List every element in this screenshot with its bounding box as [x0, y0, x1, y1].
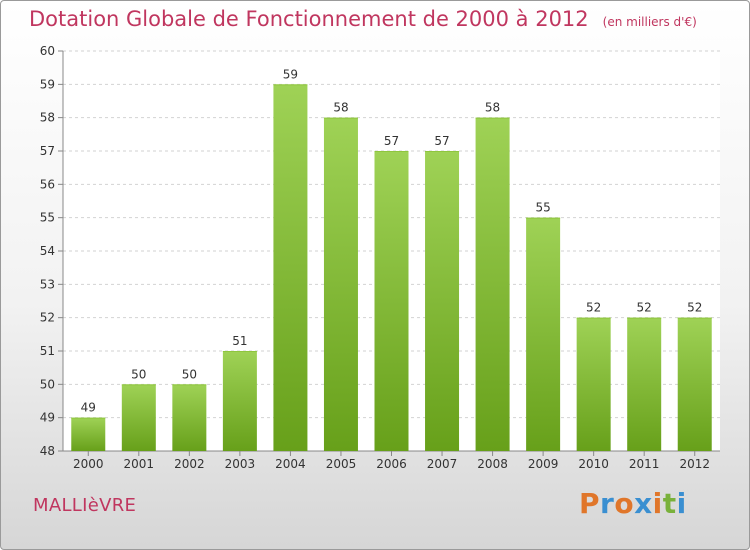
y-tick-label: 57 — [40, 144, 55, 158]
bar — [71, 417, 106, 451]
commune-name: MALLIèVRE — [33, 495, 137, 516]
x-tick-label: 2012 — [679, 457, 710, 471]
y-tick-label: 50 — [40, 377, 55, 391]
bar — [627, 317, 662, 451]
x-tick-label: 2010 — [578, 457, 609, 471]
x-tick-label: 2008 — [477, 457, 508, 471]
bar — [374, 151, 409, 451]
y-tick-label: 49 — [40, 411, 55, 425]
y-tick-label: 58 — [40, 111, 55, 125]
data-label: 50 — [131, 367, 146, 381]
x-tick-label: 2000 — [73, 457, 104, 471]
data-label: 49 — [81, 401, 96, 415]
y-tick-label: 59 — [40, 77, 55, 91]
y-tick-label: 55 — [40, 211, 55, 225]
logo-letter: i — [676, 487, 687, 520]
bar — [425, 151, 460, 451]
logo-letter: t — [662, 487, 677, 520]
proxiti-logo: Proxiti — [579, 487, 687, 520]
x-tick-label: 2001 — [124, 457, 155, 471]
x-tick-label: 2006 — [376, 457, 407, 471]
data-label: 57 — [384, 134, 399, 148]
data-label: 55 — [535, 201, 550, 215]
y-tick-label: 53 — [40, 277, 55, 291]
data-label: 58 — [485, 101, 500, 115]
logo-letter: x — [634, 487, 653, 520]
x-tick-label: 2004 — [275, 457, 306, 471]
chart-unit: (en milliers d'€) — [602, 15, 697, 29]
y-tick-label: 48 — [40, 444, 55, 458]
bar — [222, 351, 257, 451]
y-tick-label: 51 — [40, 344, 55, 358]
bar — [121, 384, 156, 451]
bar — [526, 217, 561, 451]
chart-title-text: Dotation Globale de Fonctionnement de 20… — [29, 7, 589, 31]
data-label: 59 — [283, 67, 298, 81]
y-tick-label: 52 — [40, 311, 55, 325]
x-tick-label: 2007 — [427, 457, 458, 471]
logo-letter: i — [652, 487, 663, 520]
bar — [677, 317, 712, 451]
data-label: 52 — [586, 301, 601, 315]
data-label: 52 — [637, 301, 652, 315]
data-label: 51 — [232, 334, 247, 348]
y-tick-label: 56 — [40, 177, 55, 191]
data-label: 57 — [434, 134, 449, 148]
data-label: 50 — [182, 367, 197, 381]
chart-title: Dotation Globale de Fonctionnement de 20… — [29, 7, 697, 31]
x-tick-label: 2009 — [528, 457, 559, 471]
logo-letter: r — [600, 487, 615, 520]
bar — [475, 117, 510, 452]
logo-letter: o — [614, 487, 635, 520]
bar — [576, 317, 611, 451]
data-label: 58 — [333, 101, 348, 115]
bar — [273, 84, 308, 451]
x-tick-label: 2002 — [174, 457, 205, 471]
logo-letter: P — [579, 487, 601, 520]
x-tick-label: 2003 — [225, 457, 256, 471]
y-tick-label: 60 — [40, 44, 55, 58]
x-tick-label: 2005 — [326, 457, 357, 471]
y-tick-label: 54 — [40, 244, 55, 258]
bar — [323, 117, 358, 452]
bar — [172, 384, 207, 451]
data-label: 52 — [687, 301, 702, 315]
x-tick-label: 2011 — [629, 457, 660, 471]
